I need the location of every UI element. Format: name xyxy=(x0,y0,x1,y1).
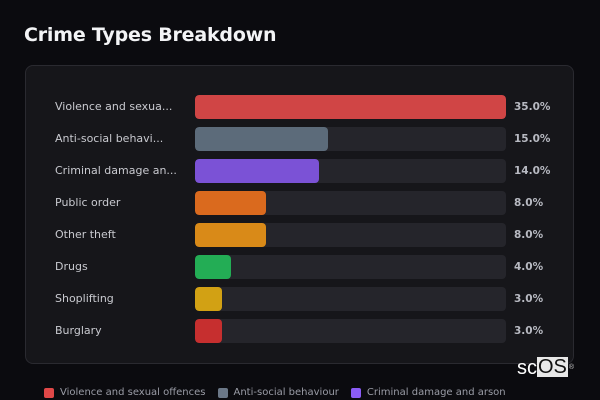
bar-label: Public order xyxy=(55,196,121,209)
bar-row: Anti-social behavi... 15.0% xyxy=(26,127,573,151)
legend-item[interactable]: Criminal damage and arson xyxy=(350,387,506,398)
bar-fill xyxy=(195,191,267,215)
bar-label: Violence and sexua... xyxy=(55,100,173,113)
bar-fill xyxy=(195,223,267,247)
bar-track xyxy=(195,159,506,183)
bar-fill xyxy=(195,287,222,311)
chart-title: Crime Types Breakdown xyxy=(24,24,277,46)
bar-fill xyxy=(195,319,222,343)
bar-fill xyxy=(195,127,329,151)
bar-fill xyxy=(195,255,231,279)
legend-label: Criminal damage and arson xyxy=(366,387,506,398)
watermark-boxed: OS xyxy=(537,356,568,378)
bar-track xyxy=(195,191,506,215)
legend-swatch-icon xyxy=(350,387,361,398)
watermark-logo: sc OS ® xyxy=(517,357,574,379)
bar-row: Other theft 8.0% xyxy=(26,223,573,247)
bar-value: 35.0% xyxy=(514,101,551,113)
bar-label: Shoplifting xyxy=(55,292,114,305)
legend-label: Anti-social behaviour xyxy=(233,387,339,398)
bar-fill xyxy=(195,95,506,119)
bar-value: 15.0% xyxy=(514,133,551,145)
bar-label: Anti-social behavi... xyxy=(55,132,164,145)
legend-item[interactable]: Anti-social behaviour xyxy=(217,387,339,398)
bar-track xyxy=(195,95,506,119)
legend-item[interactable]: Violence and sexual offences xyxy=(44,387,206,398)
bar-track xyxy=(195,127,506,151)
bar-row: Public order 8.0% xyxy=(26,191,573,215)
legend-label: Violence and sexual offences xyxy=(60,387,206,398)
bar-label: Criminal damage an... xyxy=(55,164,177,177)
bar-value: 14.0% xyxy=(514,165,551,177)
bar-row: Criminal damage an... 14.0% xyxy=(26,159,573,183)
bar-track xyxy=(195,255,506,279)
registered-mark: ® xyxy=(568,364,575,371)
bar-value: 8.0% xyxy=(514,197,544,209)
legend-swatch-icon xyxy=(217,387,228,398)
bar-row: Violence and sexua... 35.0% xyxy=(26,95,573,119)
bar-value: 8.0% xyxy=(514,229,544,241)
bar-row: Shoplifting 3.0% xyxy=(26,287,573,311)
bar-row: Drugs 4.0% xyxy=(26,255,573,279)
chart-legend: Violence and sexual offences Anti-social… xyxy=(44,387,506,398)
chart-card: Violence and sexua... 35.0% Anti-social … xyxy=(25,65,574,364)
bar-label: Drugs xyxy=(55,260,88,273)
bar-track xyxy=(195,319,506,343)
watermark-prefix: sc xyxy=(517,357,537,379)
bar-track xyxy=(195,287,506,311)
legend-swatch-icon xyxy=(44,387,54,398)
bar-track xyxy=(195,223,506,247)
bar-value: 3.0% xyxy=(514,325,544,337)
bar-value: 4.0% xyxy=(514,261,544,273)
bar-fill xyxy=(195,159,320,183)
bar-label: Other theft xyxy=(55,228,116,241)
bar-value: 3.0% xyxy=(514,293,544,305)
bar-label: Burglary xyxy=(55,324,102,337)
bar-row: Burglary 3.0% xyxy=(26,319,573,343)
